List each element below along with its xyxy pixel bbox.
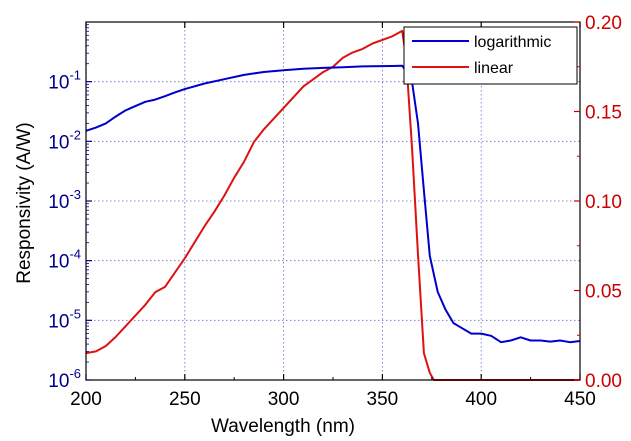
x-tick-label: 450 bbox=[564, 389, 596, 410]
y-right-tick-label: 0.10 bbox=[585, 192, 622, 213]
series-line-logarithmic bbox=[85, 64, 581, 344]
legend-label-linear: linear bbox=[474, 60, 514, 77]
y-axis-left-label: Responsivity (A/W) bbox=[14, 122, 35, 284]
x-tick-label: 200 bbox=[70, 389, 102, 410]
x-tick-label: 350 bbox=[367, 389, 399, 410]
legend-box bbox=[403, 26, 578, 85]
y-left-tick-label: 10-6 bbox=[48, 366, 81, 392]
y-left-tick-label: 10-5 bbox=[48, 306, 81, 332]
series-line-linear bbox=[85, 29, 580, 381]
y-right-tick-label: 0.20 bbox=[585, 13, 622, 34]
x-tick-label: 250 bbox=[169, 389, 201, 410]
x-axis-label: Wavelength (nm) bbox=[211, 416, 355, 437]
tick-layer: 200 250 300 350 400 450 10-6 10-5 10-4 10-3 10-2 10… bbox=[48, 13, 622, 410]
y-left-tick-label: 10-4 bbox=[48, 247, 81, 273]
y-left-tick-label: 10-3 bbox=[48, 187, 81, 213]
x-tick-label: 400 bbox=[465, 389, 497, 410]
y-right-tick-label: 0.00 bbox=[585, 371, 622, 392]
y-left-tick-label: 10-1 bbox=[48, 68, 81, 94]
y-right-tick-label: 0.05 bbox=[585, 282, 622, 303]
series-layer bbox=[85, 29, 581, 381]
legend-label-logarithmic: logarithmic bbox=[474, 34, 551, 51]
legend: logarithmic linear bbox=[403, 26, 578, 85]
x-tick-label: 300 bbox=[268, 389, 300, 410]
y-left-tick-label: 10-2 bbox=[48, 127, 81, 153]
y-right-tick-label: 0.15 bbox=[585, 103, 622, 124]
